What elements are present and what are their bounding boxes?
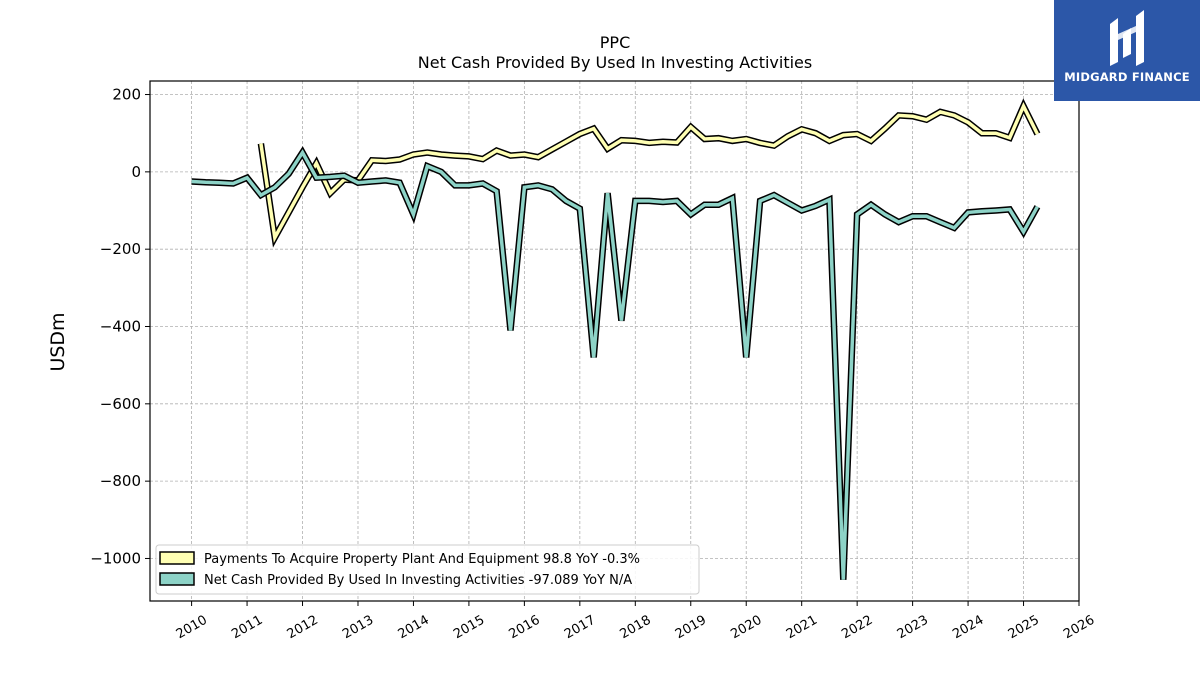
legend-label-net-cash: Net Cash Provided By Used In Investing A… <box>204 573 632 588</box>
x-tick-label: 2022 <box>839 613 875 643</box>
y-tick-label: −200 <box>100 240 141 258</box>
x-tick-label: 2026 <box>1061 613 1097 643</box>
x-tick-label: 2020 <box>728 613 764 643</box>
x-tick-label: 2013 <box>340 613 376 643</box>
x-tick-label: 2011 <box>229 613 265 643</box>
payments-line <box>259 101 1039 243</box>
chart-title: PPC <box>600 33 630 52</box>
y-tick-label: −800 <box>100 472 141 490</box>
plot-frame <box>149 80 1080 602</box>
chart-subtitle: Net Cash Provided By Used In Investing A… <box>418 53 812 72</box>
brand-name: MIDGARD FINANCE <box>1064 70 1190 84</box>
x-tick-label: 2015 <box>451 613 487 643</box>
y-axis-label: USDm <box>47 312 69 371</box>
y-tick-label: −600 <box>100 395 141 413</box>
series-payments-line <box>257 98 1041 248</box>
legend-frame <box>155 544 700 595</box>
legend-swatch-payments <box>159 551 195 565</box>
x-tick-label: 2021 <box>784 613 820 643</box>
x-tick-label: 2023 <box>895 613 931 643</box>
x-tick-label: 2019 <box>673 613 709 643</box>
x-tick-label: 2014 <box>396 613 432 643</box>
legend-swatch-net-cash <box>159 572 195 586</box>
net-cash-line <box>191 149 1039 580</box>
y-tick-label: 0 <box>131 163 141 181</box>
grid <box>150 81 1080 601</box>
x-tick-label: 2012 <box>285 613 321 643</box>
x-tick-label: 2017 <box>562 613 598 643</box>
legend-label-payments: Payments To Acquire Property Plant And E… <box>204 552 640 567</box>
x-tick-label: 2016 <box>507 613 543 643</box>
midgard-logo-icon <box>1110 10 1144 66</box>
y-tick-label: −400 <box>100 318 141 336</box>
x-tick-label: 2025 <box>1006 613 1042 643</box>
legend: Payments To Acquire Property Plant And E… <box>155 544 700 595</box>
x-tick-label: 2018 <box>617 613 653 643</box>
series-net-cash-line <box>191 146 1041 580</box>
plot-series <box>191 98 1041 580</box>
y-tick-label: −1000 <box>90 549 141 567</box>
brand-logo: MIDGARD FINANCE <box>1054 0 1200 101</box>
y-tick-label: 200 <box>112 86 141 104</box>
x-tick-label: 2010 <box>174 613 210 643</box>
x-tick-label: 2024 <box>950 613 986 643</box>
